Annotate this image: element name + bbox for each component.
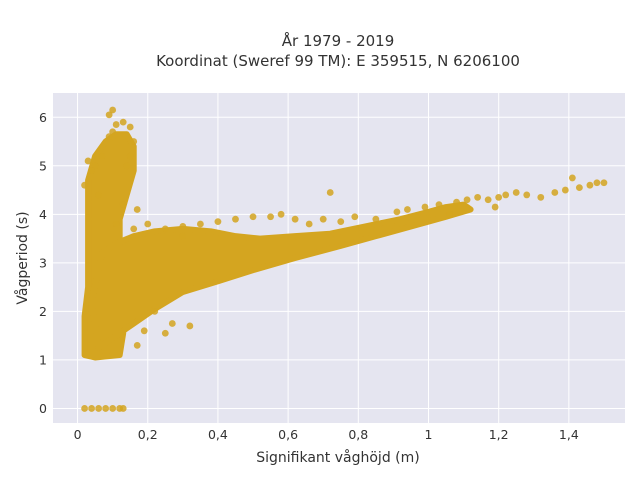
y-axis-label: Vågperiod (s) bbox=[14, 211, 31, 304]
data-point bbox=[123, 162, 131, 170]
data-point bbox=[95, 191, 103, 199]
grid-lines bbox=[53, 93, 625, 423]
data-point bbox=[319, 215, 327, 223]
y-tick-label: 4 bbox=[39, 207, 47, 222]
data-point bbox=[491, 203, 499, 211]
data-point bbox=[232, 215, 239, 223]
data-point bbox=[179, 232, 187, 240]
data-point bbox=[404, 206, 411, 213]
data-point bbox=[105, 133, 113, 141]
data-point bbox=[126, 123, 134, 131]
data-point bbox=[305, 220, 313, 228]
x-tick-label: 0 bbox=[74, 427, 82, 442]
data-point bbox=[393, 208, 401, 216]
data-point bbox=[593, 179, 601, 187]
data-point bbox=[161, 329, 169, 337]
data-point bbox=[88, 167, 96, 175]
data-point bbox=[249, 213, 257, 221]
data-point bbox=[126, 152, 134, 160]
data-point bbox=[600, 179, 608, 187]
data-point bbox=[112, 121, 120, 128]
data-point bbox=[267, 213, 274, 221]
data-point bbox=[291, 215, 299, 223]
data-point bbox=[561, 186, 569, 194]
data-point bbox=[168, 320, 176, 327]
chart-title-line-1: År 1979 - 2019 bbox=[282, 31, 395, 50]
data-point bbox=[109, 128, 117, 136]
data-points bbox=[81, 106, 608, 412]
data-point bbox=[421, 203, 429, 211]
data-point bbox=[372, 215, 380, 223]
x-axis-ticks: 0 0,2 0,4 0,6 0,8 1 1,2 1,4 bbox=[74, 427, 579, 442]
data-point bbox=[435, 201, 443, 209]
data-point bbox=[119, 201, 127, 209]
data-point bbox=[130, 138, 138, 145]
data-point bbox=[102, 405, 110, 412]
data-point bbox=[81, 181, 88, 189]
data-point bbox=[502, 191, 510, 199]
data-point bbox=[130, 225, 138, 233]
data-point bbox=[453, 198, 460, 206]
point-density-clusters bbox=[81, 131, 474, 361]
y-tick-label: 2 bbox=[39, 304, 47, 319]
y-tick-label: 6 bbox=[39, 110, 47, 125]
data-point bbox=[326, 189, 334, 196]
data-point bbox=[446, 210, 453, 218]
x-tick-label: 0,6 bbox=[278, 427, 298, 442]
data-point bbox=[575, 184, 583, 192]
data-point bbox=[81, 405, 88, 412]
data-point bbox=[463, 196, 471, 204]
data-point bbox=[95, 405, 103, 412]
x-tick-label: 1 bbox=[425, 427, 433, 442]
y-tick-label: 1 bbox=[39, 352, 47, 367]
data-point bbox=[568, 174, 576, 182]
data-point bbox=[512, 189, 520, 196]
data-point bbox=[196, 220, 204, 228]
data-point bbox=[109, 405, 117, 412]
data-point bbox=[179, 223, 187, 230]
data-point bbox=[495, 193, 503, 201]
data-point bbox=[151, 307, 159, 315]
data-point bbox=[84, 157, 92, 165]
data-point bbox=[586, 181, 594, 189]
data-point bbox=[161, 225, 169, 233]
data-point bbox=[484, 196, 492, 204]
y-tick-label: 5 bbox=[39, 158, 47, 173]
data-point bbox=[144, 220, 152, 228]
data-point bbox=[112, 220, 120, 228]
data-point bbox=[119, 118, 127, 126]
x-tick-label: 0,2 bbox=[138, 427, 158, 442]
data-point bbox=[88, 405, 96, 412]
data-point bbox=[337, 218, 345, 226]
y-tick-label: 3 bbox=[39, 255, 47, 270]
x-tick-label: 0,4 bbox=[208, 427, 228, 442]
data-point bbox=[277, 210, 285, 218]
data-point bbox=[133, 341, 141, 349]
data-point bbox=[140, 327, 148, 335]
data-point bbox=[109, 106, 117, 114]
data-point bbox=[98, 152, 106, 160]
x-tick-label: 1,4 bbox=[559, 427, 579, 442]
data-point bbox=[119, 405, 127, 412]
data-point bbox=[214, 218, 222, 226]
data-point bbox=[537, 193, 545, 201]
data-point bbox=[474, 193, 482, 201]
y-tick-label: 0 bbox=[39, 401, 47, 416]
cluster-main-band bbox=[88, 201, 474, 351]
chart-title-line-2: Koordinat (Sweref 99 TM): E 359515, N 62… bbox=[156, 52, 520, 70]
data-point bbox=[105, 111, 113, 119]
x-tick-label: 0,8 bbox=[348, 427, 368, 442]
data-point bbox=[186, 322, 194, 330]
data-point bbox=[551, 189, 559, 196]
x-axis-label: Signifikant våghöjd (m) bbox=[256, 449, 419, 466]
data-point bbox=[133, 206, 141, 213]
data-point bbox=[523, 191, 531, 199]
x-tick-label: 1,2 bbox=[489, 427, 509, 442]
data-point bbox=[91, 162, 99, 170]
y-axis-ticks: 0 1 2 3 4 5 6 bbox=[39, 110, 47, 416]
data-point bbox=[351, 213, 359, 221]
